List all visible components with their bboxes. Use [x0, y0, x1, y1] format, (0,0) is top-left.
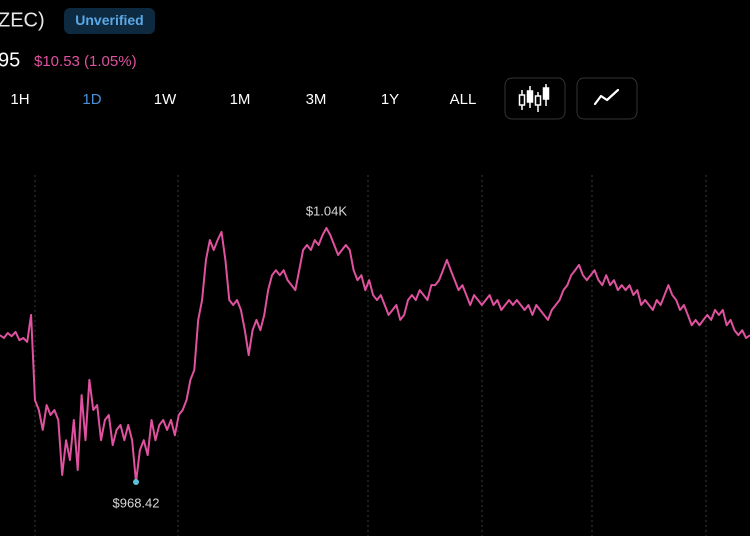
high-label: $1.04K	[306, 203, 348, 218]
range-tab[interactable]: 3M	[306, 91, 327, 108]
chart-style-buttons	[504, 77, 638, 120]
range-tab[interactable]: ALL	[450, 91, 477, 108]
price-line	[0, 227, 750, 483]
range-tab[interactable]: 1D	[82, 91, 101, 108]
range-tab[interactable]: 1Y	[381, 91, 399, 108]
candle-button[interactable]	[504, 77, 566, 120]
low-marker	[133, 479, 140, 485]
time-grid	[34, 175, 707, 536]
low-label: $968.42	[113, 495, 160, 510]
range-tab[interactable]: 1W	[154, 91, 177, 108]
price-change: $10.53 (1.05%)	[34, 53, 137, 70]
line-icon	[593, 88, 620, 106]
range-tab[interactable]: 1M	[230, 91, 251, 108]
range-tab[interactable]: 1H	[10, 91, 29, 108]
candle-icon	[518, 84, 550, 112]
symbol: ZEC)	[0, 9, 45, 31]
line-button[interactable]	[576, 77, 638, 120]
badge-bg	[64, 8, 155, 34]
price: 95	[0, 49, 20, 71]
badge: Unverified	[75, 12, 143, 28]
